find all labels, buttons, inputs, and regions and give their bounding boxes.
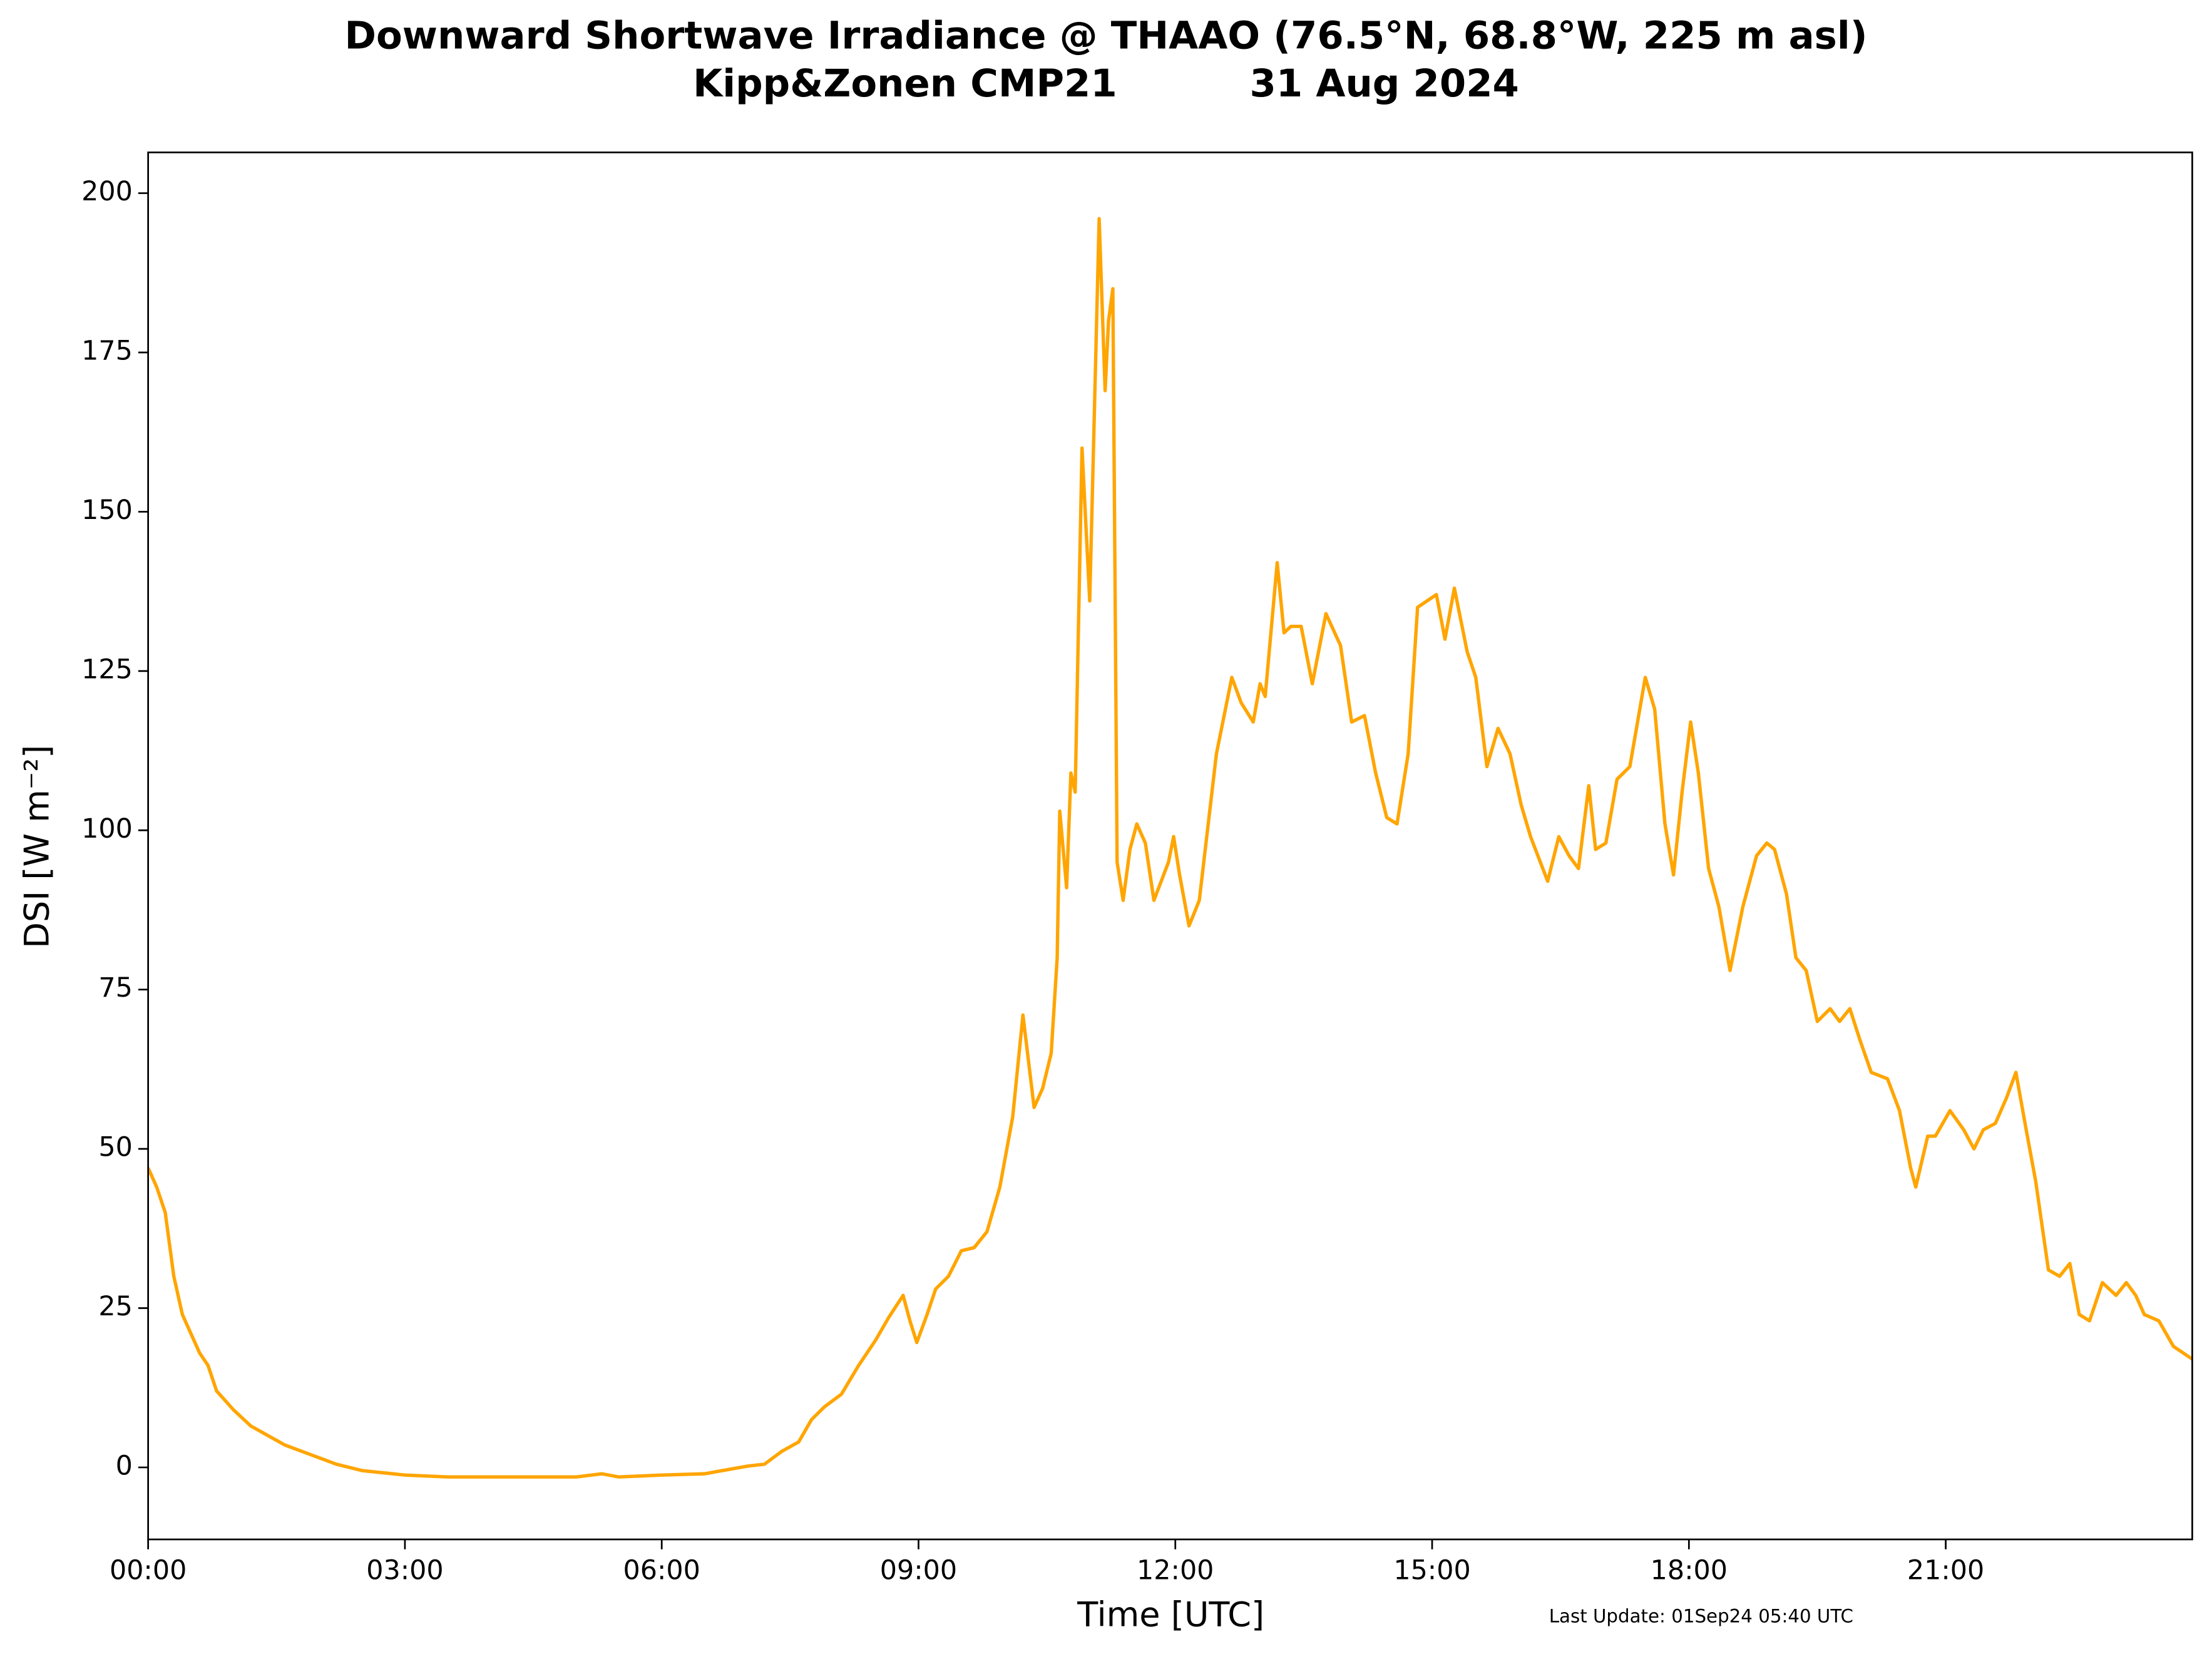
y-tick-label: 200 xyxy=(81,176,133,207)
y-axis-label: DSI [W m⁻²] xyxy=(18,745,57,948)
y-tick-label: 100 xyxy=(81,813,133,845)
y-tick-label: 75 xyxy=(98,972,132,1004)
chart-title: Downward Shortwave Irradiance @ THAAO (7… xyxy=(344,14,1867,58)
y-tick-label: 125 xyxy=(81,654,133,685)
y-tick-label: 0 xyxy=(116,1450,133,1481)
x-tick-label: 06:00 xyxy=(623,1554,700,1586)
x-tick-label: 03:00 xyxy=(366,1554,443,1586)
y-tick-label: 50 xyxy=(98,1132,132,1163)
chart-subtitle: Kipp&Zonen CMP21 31 Aug 2024 xyxy=(693,62,1519,106)
x-tick-label: 18:00 xyxy=(1651,1554,1728,1586)
x-tick-label: 00:00 xyxy=(110,1554,187,1586)
data-line xyxy=(148,217,2193,1479)
x-tick-label: 12:00 xyxy=(1137,1554,1214,1586)
x-tick-label: 21:00 xyxy=(1907,1554,1984,1586)
x-axis-label: Time [UTC] xyxy=(1077,1595,1264,1635)
y-tick-label: 175 xyxy=(81,336,133,367)
x-tick-label: 09:00 xyxy=(880,1554,957,1586)
y-tick-label: 150 xyxy=(81,495,133,526)
y-tick-label: 25 xyxy=(98,1291,132,1322)
plot-frame xyxy=(147,152,2193,1541)
footnote: Last Update: 01Sep24 05:40 UTC xyxy=(1549,1605,1853,1626)
x-tick-label: 15:00 xyxy=(1393,1554,1470,1586)
